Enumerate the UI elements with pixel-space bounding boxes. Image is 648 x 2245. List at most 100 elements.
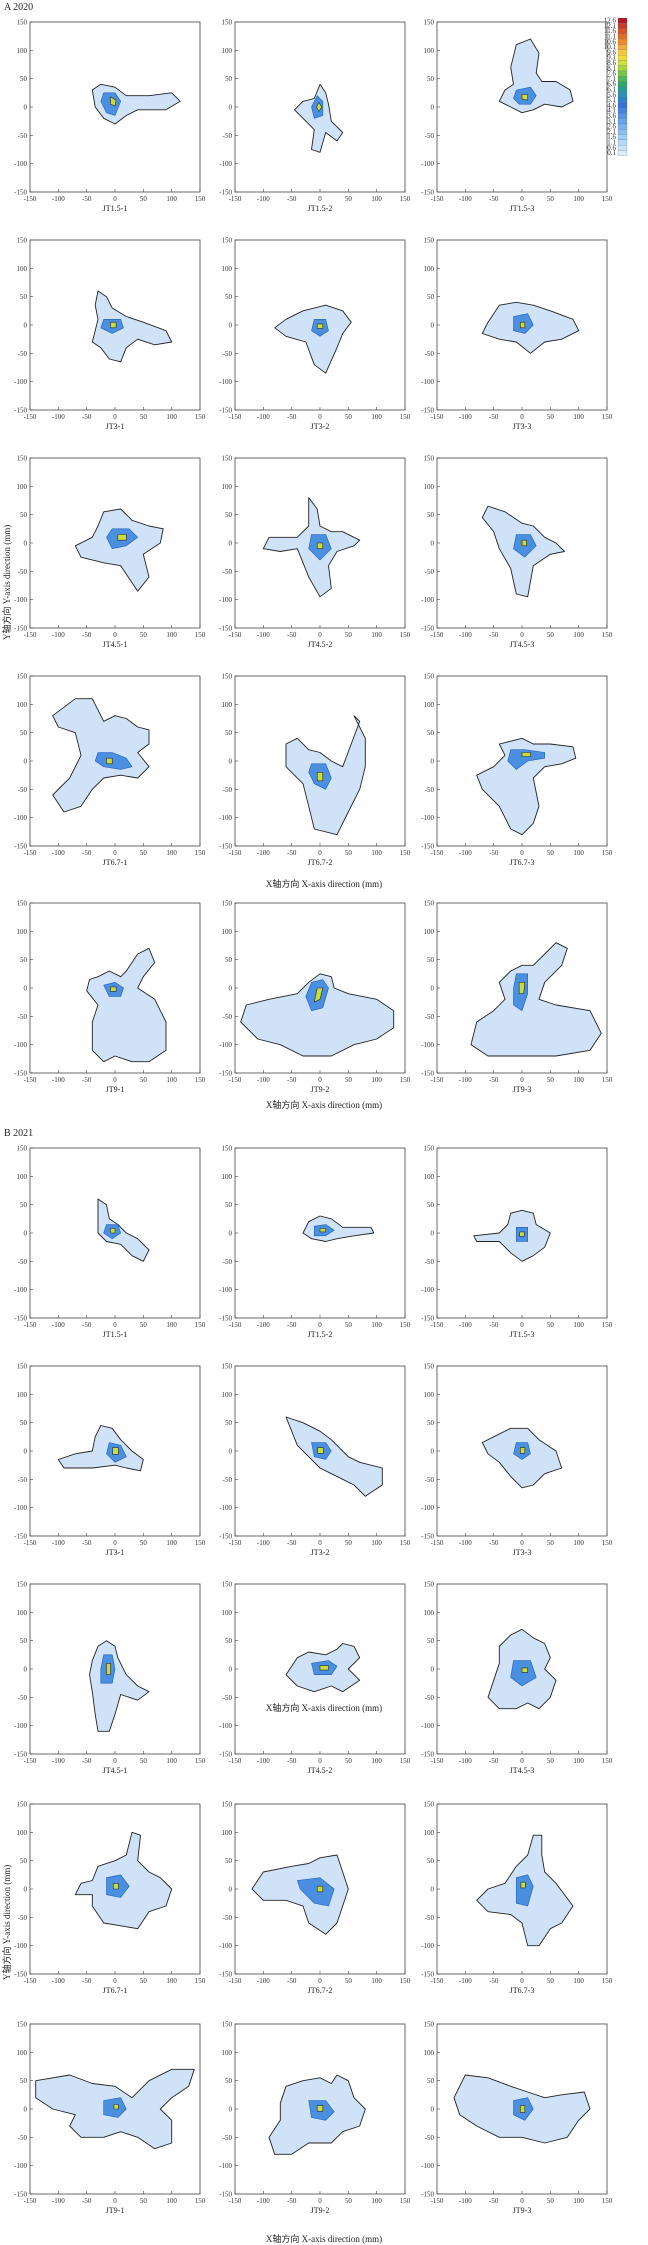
x-tick-label: 150 (400, 849, 411, 857)
contour-panel: -150-150 -100 -100 -50 -50 0 0 50 50 100 100 150 150… (219, 900, 411, 1095)
panel-title: JT3-3 (513, 1548, 532, 1557)
x-tick-label: -150 (24, 1076, 37, 1084)
y-tick-label: 0 (229, 758, 233, 766)
x-tick-label: -50 (287, 195, 297, 203)
x-tick-label: 0 (520, 1757, 524, 1765)
x-tick-label: -100 (459, 2197, 472, 2205)
x-tick-label: 100 (573, 195, 584, 203)
x-tick-label: 0 (318, 413, 322, 421)
x-tick-label: 100 (166, 2197, 177, 2205)
legend-swatch (617, 129, 628, 135)
y-tick-label: 150 (17, 1581, 28, 1589)
x-tick-label: 50 (345, 849, 353, 857)
y-tick-label: 150 (17, 237, 28, 245)
legend-swatch (617, 33, 628, 40)
x-tick-label: 100 (573, 1539, 584, 1547)
x-tick-label: -50 (489, 1321, 499, 1329)
y-tick-label: 100 (424, 483, 435, 491)
x-tick-label: 50 (547, 1321, 555, 1329)
y-tick-label: 0 (24, 1886, 28, 1894)
x-tick-label: -150 (431, 413, 444, 421)
y-tick-label: -50 (223, 1013, 233, 1021)
y-tick-label: 100 (424, 2049, 435, 2057)
x-tick-label: -100 (257, 1076, 270, 1084)
legend-swatch (617, 60, 628, 66)
x-tick-label: 50 (140, 631, 148, 639)
contour-level-2-6 (510, 1660, 537, 1687)
x-tick-label: -100 (257, 1539, 270, 1547)
y-tick-label: 100 (424, 265, 435, 273)
panel-title: JT9-3 (513, 1085, 532, 1094)
panel-title: JT4.5-3 (510, 640, 535, 649)
x-tick-label: -50 (489, 413, 499, 421)
y-tick-label: -100 (421, 596, 434, 604)
panel-title: JT1.5-1 (103, 204, 128, 213)
x-tick-label: 0 (318, 1539, 322, 1547)
y-tick-label: 150 (17, 1363, 28, 1371)
x-tick-label: 150 (195, 631, 206, 639)
y-tick-label: -150 (14, 2191, 27, 2199)
x-tick-label: 50 (547, 1539, 555, 1547)
x-tick-label: -50 (82, 1977, 92, 1985)
y-tick-label: -100 (14, 814, 27, 822)
legend-swatch (617, 123, 628, 130)
y-tick-label: 100 (17, 928, 28, 936)
y-tick-label: 150 (424, 19, 435, 27)
legend-value: 8.6 (607, 59, 616, 67)
panel-title: JT9-2 (311, 1085, 330, 1094)
y-tick-label: -100 (14, 1504, 27, 1512)
contour-panel: -150-150 -100 -100 -50 -50 0 0 50 50 100 100 150 150… (14, 1801, 206, 1996)
y-tick-label: -100 (14, 378, 27, 386)
contour-level-7-6 (521, 1667, 529, 1673)
section-label-a: A 2020 (4, 2, 34, 13)
y-tick-label: 50 (20, 956, 28, 964)
x-tick-label: 50 (547, 413, 555, 421)
contour-level-0-1 (91, 290, 173, 363)
x-tick-label: -50 (82, 1757, 92, 1765)
y-tick-label: 0 (229, 1886, 233, 1894)
legend-value: 6.1 (607, 86, 616, 94)
y-tick-label: 0 (431, 2106, 435, 2114)
x-tick-label: -50 (489, 1977, 499, 1985)
y-tick-label: 100 (17, 1609, 28, 1617)
y-tick-label: -150 (421, 1971, 434, 1979)
y-tick-label: 100 (424, 928, 435, 936)
y-tick-label: -100 (219, 1942, 232, 1950)
x-tick-label: -150 (229, 413, 242, 421)
panel-title: JT6.7-3 (510, 858, 535, 867)
panel-title: JT3-2 (311, 1548, 330, 1557)
x-tick-label: 50 (345, 1076, 353, 1084)
x-tick-label: -50 (82, 1076, 92, 1084)
panel-title: JT9-1 (106, 2206, 125, 2215)
legend-value: 12.6 (604, 17, 617, 25)
x-tick-label: 0 (113, 1757, 117, 1765)
legend-value: 8.1 (607, 64, 616, 72)
x-tick-label: 100 (166, 1757, 177, 1765)
legend-swatch (617, 86, 628, 93)
legend-swatch (617, 134, 628, 141)
contour-level-7-6 (519, 2105, 526, 2113)
x-tick-label: -150 (431, 631, 444, 639)
y-tick-label: 50 (20, 1857, 28, 1865)
x-tick-label: 150 (400, 2197, 411, 2205)
y-tick-label: 100 (222, 1829, 233, 1837)
x-tick-label: 0 (113, 413, 117, 421)
x-tick-label: -50 (287, 1539, 297, 1547)
x-tick-label: 0 (520, 413, 524, 421)
y-tick-label: 0 (229, 322, 233, 330)
y-tick-label: 0 (431, 540, 435, 548)
section-label-b: B 2021 (4, 1128, 34, 1139)
y-tick-label: -50 (425, 350, 435, 358)
x-tick-label: 50 (345, 1321, 353, 1329)
contour-level-7-6 (521, 539, 527, 547)
y-tick-label: 0 (24, 1666, 28, 1674)
y-tick-label: -100 (219, 1041, 232, 1049)
x-tick-label: -100 (52, 631, 65, 639)
x-tick-label: 0 (318, 1076, 322, 1084)
y-tick-label: -100 (219, 1722, 232, 1730)
contour-panel: -150-150 -100 -100 -50 -50 0 0 50 50 100 100 150 150… (421, 19, 613, 214)
legend-swatch (617, 145, 628, 151)
x-axis-label-a1: X轴方向 X-axis direction (mm) (265, 879, 383, 889)
y-tick-label: 0 (229, 540, 233, 548)
panel-title: JT6.7-2 (308, 858, 333, 867)
